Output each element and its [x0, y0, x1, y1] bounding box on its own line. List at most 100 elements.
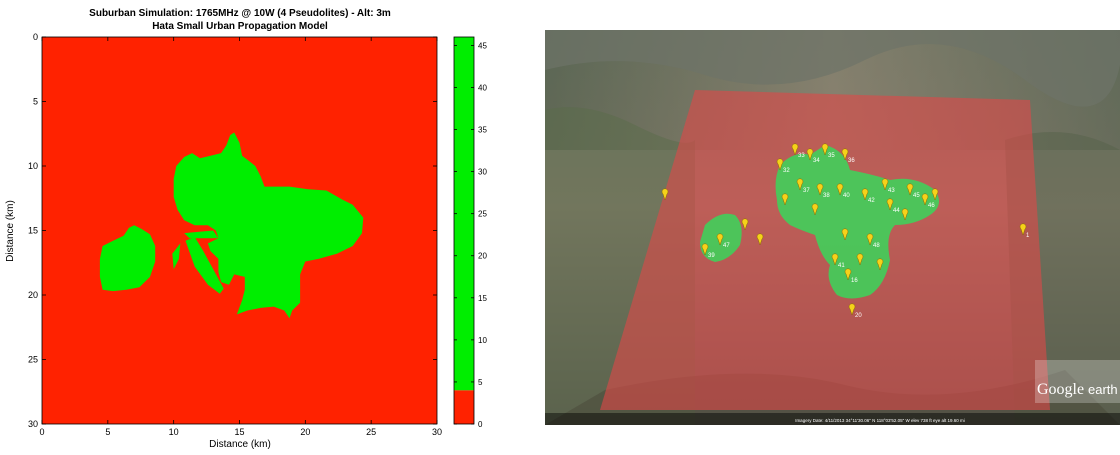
map-pin-icon: [661, 188, 669, 201]
map-pin-icon: [756, 233, 764, 246]
map-pin-label: 44: [893, 208, 900, 214]
map-pin-icon: 32: [776, 158, 790, 174]
colorbar-tick-label: 10: [478, 336, 487, 345]
map-pin-label: 42: [868, 198, 875, 204]
map-pin-icon: 20: [848, 303, 862, 319]
x-tick-label: 0: [39, 427, 44, 437]
map-footer-bar: [545, 413, 1120, 425]
colorbar-high: [454, 37, 474, 391]
colorbar-tick-label: 35: [478, 126, 487, 135]
google-earth-logo: Google earth: [1035, 360, 1120, 403]
map-pin-icon: [856, 253, 864, 266]
x-axis-ticks: 0 5 10 15 20 25 30: [39, 37, 442, 437]
colorbar-tick-label: 25: [478, 210, 487, 219]
y-tick-label: 15: [28, 226, 38, 236]
map-pin-icon: 37: [796, 178, 810, 194]
map-pin-icon: 34: [806, 148, 820, 164]
colorbar-low: [454, 390, 474, 424]
map-pin-label: 16: [851, 278, 858, 284]
map-pin-icon: 45: [906, 183, 920, 199]
map-pin-label: 38: [823, 193, 830, 199]
x-tick-label: 15: [234, 427, 244, 437]
map-pin-label: 33: [798, 153, 805, 159]
x-tick-label: 25: [366, 427, 376, 437]
map-pin-icon: 1: [1019, 223, 1030, 239]
map-pin-label: 34: [813, 158, 820, 164]
map-pin-label: 41: [838, 263, 845, 269]
map-pin-label: 1: [1026, 233, 1030, 239]
map-pin-label: 40: [843, 193, 850, 199]
map-pin-icon: [741, 218, 749, 231]
map-pin-icon: 40: [836, 183, 850, 199]
map-pin-label: 48: [873, 243, 880, 249]
y-tick-label: 10: [28, 161, 38, 171]
colorbar-tick-label: 40: [478, 83, 487, 92]
heatmap-chart: Suburban Simulation: 1765MHz @ 10W (4 Ps…: [5, 8, 487, 450]
map-pins: 1 16 20 39 41 32 33 34 35 36 37 38 40 42 43 44 45 46 47 48: [661, 143, 1030, 319]
map-pin-icon: [781, 193, 789, 206]
map-pin-label: 47: [723, 243, 730, 249]
colorbar: 0 5 10 15 20 25 30 35 40 45: [453, 36, 487, 429]
map-pin-label: 37: [803, 188, 810, 194]
map-pin-icon: 46: [921, 193, 935, 209]
colorbar-frame: [453, 36, 475, 425]
map-pin-label: 39: [708, 253, 715, 259]
map-pin-icon: 33: [791, 143, 805, 159]
map-pin-icon: [841, 228, 849, 241]
map-pin-icon: 16: [844, 268, 858, 284]
x-tick-label: 30: [432, 427, 442, 437]
coverage-region-2: [172, 243, 181, 270]
map-footer-text: Imagery Date: 4/11/2013 34°11'30.06" N 1…: [795, 418, 965, 423]
map-pin-icon: 43: [881, 178, 895, 194]
map-pin-label: 43: [888, 188, 895, 194]
y-tick-label: 20: [28, 290, 38, 300]
heatmap-panel: Suburban Simulation: 1765MHz @ 10W (4 Ps…: [0, 0, 520, 450]
plot-area: [41, 36, 438, 425]
y-axis-ticks: 0 5 10 15 20 25 30: [28, 32, 437, 429]
coverage-region-4: [184, 230, 219, 239]
x-tick-label: 20: [300, 427, 310, 437]
satellite-map-panel: 1 16 20 39 41 32 33 34 35 36 37 38 40 42 43 44 45 46 47 48 …: [545, 30, 1120, 426]
colorbar-tick-label: 30: [478, 168, 487, 177]
map-pin-icon: 35: [821, 143, 835, 159]
x-tick-label: 10: [169, 427, 179, 437]
y-tick-label: 25: [28, 355, 38, 365]
x-tick-label: 5: [105, 427, 110, 437]
colorbar-tick-label: 5: [478, 378, 483, 387]
map-pin-label: 46: [928, 203, 935, 209]
map-pin-label: 32: [783, 168, 790, 174]
map-pin-label: 20: [855, 313, 862, 319]
y-axis-label: Distance (km): [5, 200, 16, 262]
colorbar-tick-label: 45: [478, 41, 487, 50]
colorbar-tick-label: 0: [478, 420, 483, 429]
map-pin-icon: 36: [841, 148, 855, 164]
chart-subtitle: Hata Small Urban Propagation Model: [152, 21, 328, 32]
map-pin-icon: 47: [716, 233, 730, 249]
y-tick-label: 30: [28, 419, 38, 429]
colorbar-tick-label: 15: [478, 294, 487, 303]
watermark-google: Google: [1037, 381, 1084, 398]
y-tick-label: 0: [33, 32, 38, 42]
map-pin-icon: [901, 208, 909, 221]
coverage-region-3: [173, 132, 364, 319]
map-pin-icon: 42: [861, 188, 875, 204]
map-pin-icon: 41: [831, 253, 845, 269]
x-axis-label: Distance (km): [209, 439, 271, 450]
colorbar-tick-label: 20: [478, 252, 487, 261]
map-pin-icon: [811, 203, 819, 216]
map-pin-icon: 48: [866, 233, 880, 249]
map-pin-icon: 44: [886, 198, 900, 214]
y-tick-label: 5: [33, 97, 38, 107]
map-pin-label: 36: [848, 158, 855, 164]
coverage-region-5: [185, 237, 224, 294]
map-pin-icon: [876, 258, 884, 271]
coverage-region-1: [99, 225, 156, 292]
map-pin-icon: [931, 188, 939, 201]
map-pin-icon: 39: [701, 243, 715, 259]
map-pin-label: 35: [828, 153, 835, 159]
chart-title: Suburban Simulation: 1765MHz @ 10W (4 Ps…: [89, 8, 391, 19]
map-pin-label: 45: [913, 193, 920, 199]
map-pin-icon: 38: [816, 183, 830, 199]
watermark-earth: earth: [1088, 382, 1118, 397]
